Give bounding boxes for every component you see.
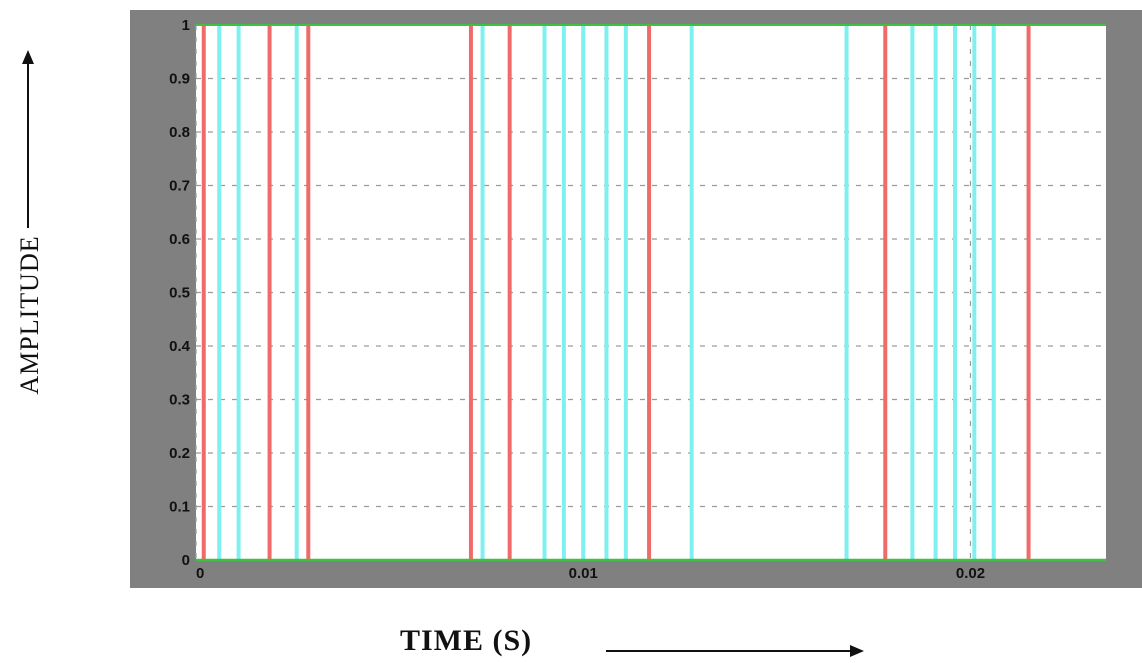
y-tick-label: 0.3 [169,392,190,409]
y-axis-label-wrap: AMPLITUDE [8,180,52,450]
axis-lines [196,24,1106,562]
x-tick-label: 0 [196,565,204,582]
tick-labels: 0 0.1 0.2 0.3 0.4 0.5 0.6 0.7 0.8 0.9 1 0 0.01 0.02 [169,17,985,582]
y-tick-label: 0.9 [169,71,190,88]
y-tick-label: 0.7 [169,178,190,195]
x-axis-arrowhead [850,645,864,657]
y-tick-label: 0.6 [169,231,190,248]
x-tick-label: 0.02 [956,565,985,582]
y-tick-label: 0.5 [169,285,190,302]
y-tick-label: 0 [182,552,190,569]
y-tick-label: 0.1 [169,499,190,516]
y-tick-label: 0.4 [169,338,191,355]
x-tick-label: 0.01 [569,565,598,582]
y-axis-arrowhead [22,50,34,64]
y-tick-label: 0.8 [169,124,190,141]
y-tick-label: 1 [182,17,190,34]
y-tick-label: 0.2 [169,445,190,462]
axis-arrows [22,50,864,657]
x-axis-label: TIME (S) [400,624,533,657]
series-lines [201,25,1031,560]
y-axis-label: AMPLITUDE [15,235,44,395]
